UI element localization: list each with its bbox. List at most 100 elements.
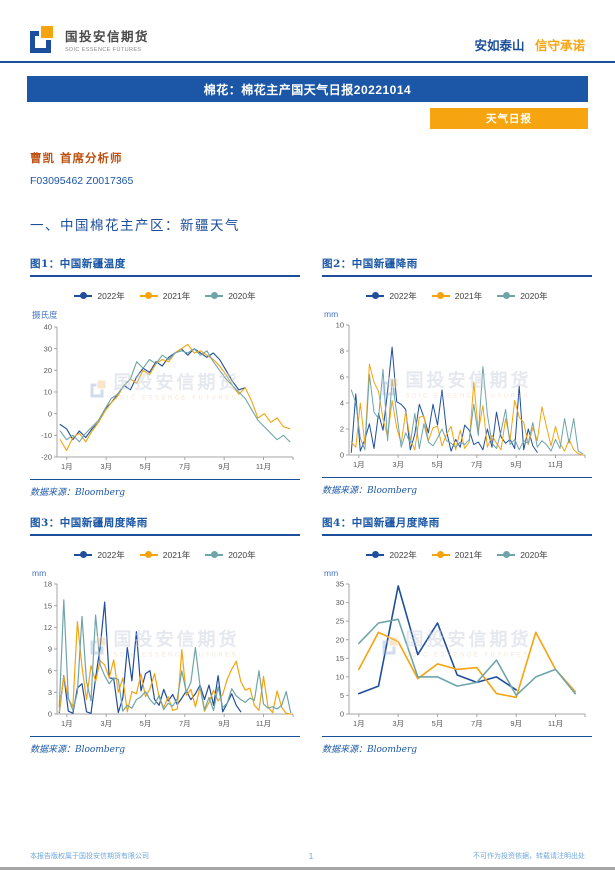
slogan-blue: 安如泰山 (474, 39, 525, 53)
svg-text:5月: 5月 (140, 719, 152, 728)
temperature-line-chart: -20 -10 0 10 20 30 40 1月 3月 5月 7月 9月 11月 (41, 322, 294, 471)
weekly-rainfall-chart: 0 3 6 9 12 15 18 1月 3月 5月 7月 9月 11月 (44, 579, 294, 728)
figure-2-xinjiang-rainfall: 图2：中国新疆降雨 2022年 2021年 2020年 mm 国投安信期货 SDIC … (322, 256, 592, 498)
footer: 本报告版权属于国投安信期货有限公司 1 不可作为投资依据，转载请注明出处 (0, 851, 615, 861)
svg-text:9月: 9月 (218, 462, 230, 471)
company-logo: 国投安信期货 SDIC ESSENCE FUTURES (30, 24, 149, 54)
svg-text:3月: 3月 (392, 719, 404, 728)
data-source-label: 数据来源：Bloomberg (322, 486, 418, 496)
svg-text:12: 12 (44, 622, 52, 631)
legend-label: 2022年 (389, 290, 417, 301)
chart-legend: 2022年 2021年 2020年 (30, 290, 300, 302)
legend-marker-icon (139, 551, 158, 558)
svg-text:30: 30 (336, 598, 344, 607)
svg-text:3月: 3月 (100, 462, 112, 471)
svg-text:0: 0 (340, 450, 344, 459)
header: 国投安信期货 SDIC ESSENCE FUTURES 安如泰山 信守承诺 (0, 0, 615, 61)
legend-marker-icon (205, 551, 224, 558)
legend-label: 2022年 (97, 290, 125, 301)
legend-marker-icon (366, 292, 385, 299)
svg-text:9月: 9月 (510, 719, 522, 728)
data-source-label: 数据来源：Bloomberg (322, 745, 418, 755)
legend-marker-icon (497, 551, 516, 558)
logo-title: 国投安信期货 (65, 29, 150, 44)
weather-daily-badge: 天气日报 (430, 108, 588, 129)
y-axis-unit-label: mm (324, 308, 339, 319)
chart-title: 图1：中国新疆温度 (30, 258, 126, 270)
svg-text:20: 20 (44, 365, 52, 374)
legend-marker-icon (205, 292, 224, 299)
chart-legend: 2022年 2021年 2020年 (322, 290, 592, 302)
svg-text:0: 0 (48, 409, 52, 418)
y-axis-unit-label: mm (32, 567, 47, 578)
monthly-rainfall-chart: 0 5 10 15 20 25 30 35 1月 3月 5月 7月 9月 11月 (336, 579, 586, 728)
source-divider (322, 476, 592, 478)
chart-title: 图2：中国新疆降雨 (322, 258, 418, 270)
svg-text:7月: 7月 (179, 462, 191, 471)
legend-label: 2021年 (454, 290, 483, 301)
svg-text:35: 35 (336, 579, 344, 588)
legend-label: 2020年 (520, 290, 548, 301)
legend-label: 2021年 (454, 549, 483, 560)
chart-legend: 2022年 2021年 2020年 (322, 549, 592, 561)
legend-item-2021年: 2021年 (139, 549, 191, 561)
figure-1-xinjiang-temperature: 图1：中国新疆温度 2022年 2021年 2020年 摄氏度 国投安信期货 SDIC… (30, 256, 300, 498)
svg-text:4: 4 (340, 398, 344, 407)
report-title-banner: 棉花：棉花主产国天气日报20221014 (27, 76, 588, 102)
analyst-name: 曹凯 首席分析师 (30, 151, 123, 165)
legend-item-2021年: 2021年 (431, 290, 483, 302)
legend-item-2022年: 2022年 (74, 290, 125, 302)
svg-text:1月: 1月 (61, 462, 73, 471)
svg-text:10: 10 (44, 387, 52, 396)
svg-text:-10: -10 (41, 430, 52, 439)
svg-text:9: 9 (48, 644, 52, 653)
data-source-label: 数据来源：Bloomberg (30, 745, 126, 755)
legend-label: 2022年 (97, 549, 125, 560)
legend-item-2020年: 2020年 (205, 549, 256, 561)
legend-item-2022年: 2022年 (366, 290, 417, 302)
svg-text:-20: -20 (41, 452, 52, 461)
svg-text:1月: 1月 (61, 719, 73, 728)
legend-label: 2021年 (162, 549, 191, 560)
chart-title: 图4：中国新疆月度降雨 (322, 517, 440, 529)
svg-text:2: 2 (340, 424, 344, 433)
footer-disclaimer: 不可作为投资依据，转载请注明出处 (472, 852, 585, 860)
source-divider (30, 735, 300, 737)
svg-text:11月: 11月 (548, 719, 563, 728)
svg-text:11月: 11月 (256, 462, 271, 471)
legend-label: 2020年 (228, 549, 256, 560)
svg-text:5月: 5月 (432, 460, 444, 469)
legend-item-2022年: 2022年 (366, 549, 417, 561)
svg-text:0: 0 (48, 709, 52, 718)
svg-text:1月: 1月 (353, 719, 365, 728)
analyst-block: 曹凯 首席分析师 F03095462 Z0017365 (30, 150, 615, 187)
svg-text:6: 6 (48, 666, 52, 675)
svg-text:15: 15 (336, 653, 344, 662)
svg-text:5月: 5月 (432, 719, 444, 728)
chart-legend: 2022年 2021年 2020年 (30, 549, 300, 561)
legend-label: 2020年 (228, 290, 256, 301)
page-number: 1 (308, 851, 314, 861)
y-axis-unit-label: mm (324, 567, 339, 578)
figure-4-xinjiang-monthly-rainfall: 图4：中国新疆月度降雨 2022年 2021年 2020年 mm 国投安信期货 SDI… (322, 515, 592, 755)
svg-text:18: 18 (44, 579, 52, 588)
bottom-divider (0, 867, 615, 870)
data-source-label: 数据来源：Bloomberg (30, 488, 126, 498)
badge-row: 天气日报 (27, 108, 588, 129)
source-divider (30, 478, 300, 480)
svg-text:30: 30 (44, 344, 52, 353)
svg-text:7月: 7月 (179, 719, 191, 728)
title-divider (30, 275, 300, 277)
analyst-codes: F03095462 Z0017365 (30, 175, 134, 187)
figure-3-xinjiang-weekly-rainfall: 图3：中国新疆周度降雨 2022年 2021年 2020年 mm 国投安信期货 SDI… (30, 515, 300, 755)
svg-text:5: 5 (340, 691, 344, 700)
svg-text:11月: 11月 (256, 719, 271, 728)
svg-text:5月: 5月 (140, 462, 152, 471)
legend-marker-icon (74, 292, 93, 299)
legend-marker-icon (366, 551, 385, 558)
svg-text:6: 6 (340, 372, 344, 381)
svg-text:10: 10 (336, 320, 344, 329)
svg-text:0: 0 (340, 709, 344, 718)
title-divider (322, 534, 592, 536)
